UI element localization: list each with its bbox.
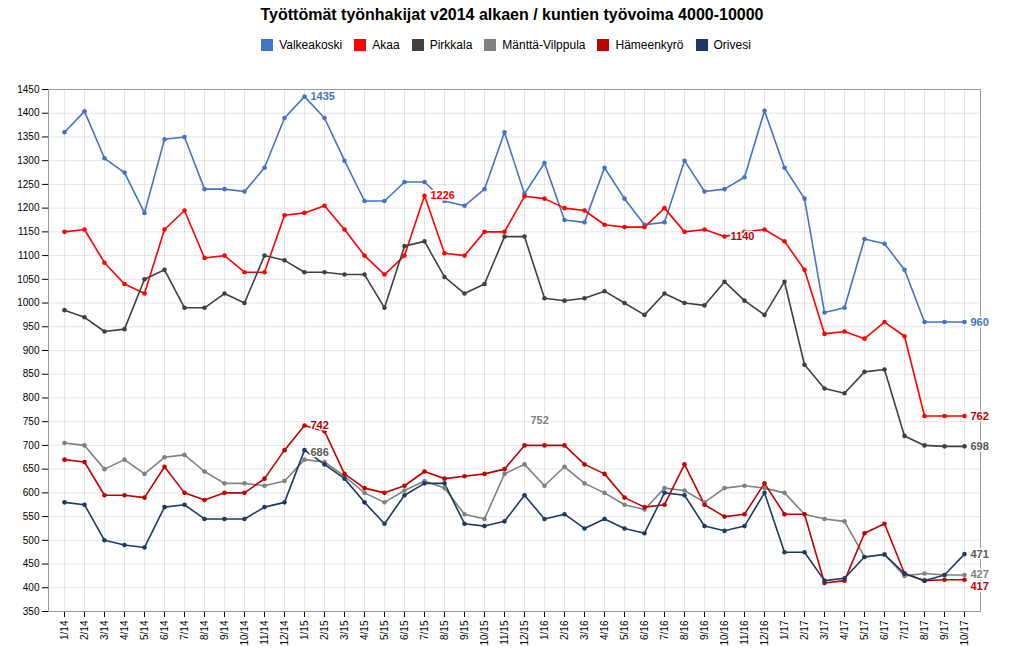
svg-text:1/14: 1/14: [59, 620, 70, 640]
svg-text:950: 950: [23, 321, 40, 332]
svg-text:8/17: 8/17: [919, 620, 930, 640]
svg-text:11/16: 11/16: [739, 620, 750, 645]
svg-text:9/14: 9/14: [219, 620, 230, 640]
svg-text:7/14: 7/14: [179, 620, 190, 640]
svg-text:1000: 1000: [17, 297, 40, 308]
svg-text:8/14: 8/14: [199, 620, 210, 640]
svg-text:2/17: 2/17: [799, 620, 810, 640]
svg-text:450: 450: [23, 558, 40, 569]
svg-text:550: 550: [23, 511, 40, 522]
svg-text:11/14: 11/14: [259, 620, 270, 645]
svg-text:600: 600: [23, 487, 40, 498]
svg-text:427: 427: [971, 568, 989, 580]
svg-text:12/16: 12/16: [759, 620, 770, 645]
svg-text:1300: 1300: [17, 155, 40, 166]
svg-text:7/15: 7/15: [419, 620, 430, 640]
html-text:Pirkkala: Pirkkala: [429, 37, 473, 52]
svg-text:1200: 1200: [17, 202, 40, 213]
svg-text:752: 752: [531, 414, 549, 426]
svg-text:686: 686: [311, 446, 329, 458]
svg-text:5/17: 5/17: [859, 620, 870, 640]
svg-text:7/17: 7/17: [899, 620, 910, 640]
svg-text:698: 698: [971, 440, 989, 452]
svg-text:7/16: 7/16: [659, 620, 670, 640]
svg-text:8/16: 8/16: [679, 620, 690, 640]
svg-text:1450: 1450: [17, 84, 40, 95]
svg-text:10/16: 10/16: [719, 620, 730, 645]
html-text:Työttömät työnhakijat v2014 al: Työttömät työnhakijat v2014 alkaen / kun…: [260, 6, 764, 23]
svg-text:5/14: 5/14: [139, 620, 150, 640]
svg-text:3/17: 3/17: [819, 620, 830, 640]
svg-text:1140: 1140: [731, 230, 755, 242]
svg-text:3/15: 3/15: [339, 620, 350, 640]
html-text:Akaa: Akaa: [372, 37, 400, 52]
svg-text:1400: 1400: [17, 107, 40, 118]
svg-text:12/15: 12/15: [519, 620, 530, 645]
svg-text:8/15: 8/15: [439, 620, 450, 640]
svg-text:12/14: 12/14: [279, 620, 290, 645]
svg-text:3/14: 3/14: [99, 620, 110, 640]
svg-text:2/16: 2/16: [559, 620, 570, 640]
svg-text:5/15: 5/15: [379, 620, 390, 640]
svg-text:1226: 1226: [431, 189, 455, 201]
svg-text:762: 762: [971, 410, 989, 422]
svg-text:4/16: 4/16: [599, 620, 610, 640]
svg-text:900: 900: [23, 345, 40, 356]
svg-text:1435: 1435: [311, 90, 335, 102]
svg-text:1100: 1100: [18, 250, 40, 261]
html-text:Valkeakoski: Valkeakoski: [279, 37, 343, 52]
svg-text:750: 750: [23, 416, 40, 427]
svg-text:400: 400: [23, 582, 40, 593]
svg-text:5/16: 5/16: [619, 620, 630, 640]
svg-text:10/15: 10/15: [479, 620, 490, 645]
svg-text:1350: 1350: [17, 131, 40, 142]
svg-text:6/15: 6/15: [399, 620, 410, 640]
svg-text:960: 960: [971, 316, 989, 328]
svg-text:3/16: 3/16: [579, 620, 590, 640]
svg-text:350: 350: [23, 606, 40, 617]
svg-text:1250: 1250: [17, 179, 40, 190]
html-text:Hämeenkyrö: Hämeenkyrö: [615, 37, 684, 52]
svg-text:9/15: 9/15: [459, 620, 470, 640]
svg-text:9/17: 9/17: [939, 620, 950, 640]
svg-text:471: 471: [971, 548, 989, 560]
svg-text:6/16: 6/16: [639, 620, 650, 640]
svg-text:10/17: 10/17: [959, 620, 970, 645]
svg-text:650: 650: [23, 463, 40, 474]
svg-text:850: 850: [23, 368, 40, 379]
svg-text:9/16: 9/16: [699, 620, 710, 640]
svg-text:4/14: 4/14: [119, 620, 130, 640]
svg-text:1/15: 1/15: [299, 620, 310, 640]
svg-text:742: 742: [311, 419, 329, 431]
svg-text:1/17: 1/17: [779, 620, 790, 640]
svg-text:1050: 1050: [17, 274, 40, 285]
svg-text:1150: 1150: [18, 226, 40, 237]
html-text:Orivesi: Orivesi: [713, 37, 751, 52]
html-text:Mänttä-Vilppula: Mänttä-Vilppula: [502, 37, 586, 52]
svg-text:6/14: 6/14: [159, 620, 170, 640]
svg-text:10/14: 10/14: [239, 620, 250, 645]
svg-text:1/16: 1/16: [539, 620, 550, 640]
svg-text:2/15: 2/15: [319, 620, 330, 640]
svg-text:4/17: 4/17: [839, 620, 850, 640]
svg-text:700: 700: [23, 440, 40, 451]
svg-text:11/15: 11/15: [499, 620, 510, 645]
svg-text:800: 800: [23, 392, 40, 403]
svg-text:2/14: 2/14: [79, 620, 90, 640]
svg-text:4/15: 4/15: [359, 620, 370, 640]
svg-text:500: 500: [23, 535, 40, 546]
svg-text:417: 417: [971, 580, 989, 592]
svg-text:6/17: 6/17: [879, 620, 890, 640]
